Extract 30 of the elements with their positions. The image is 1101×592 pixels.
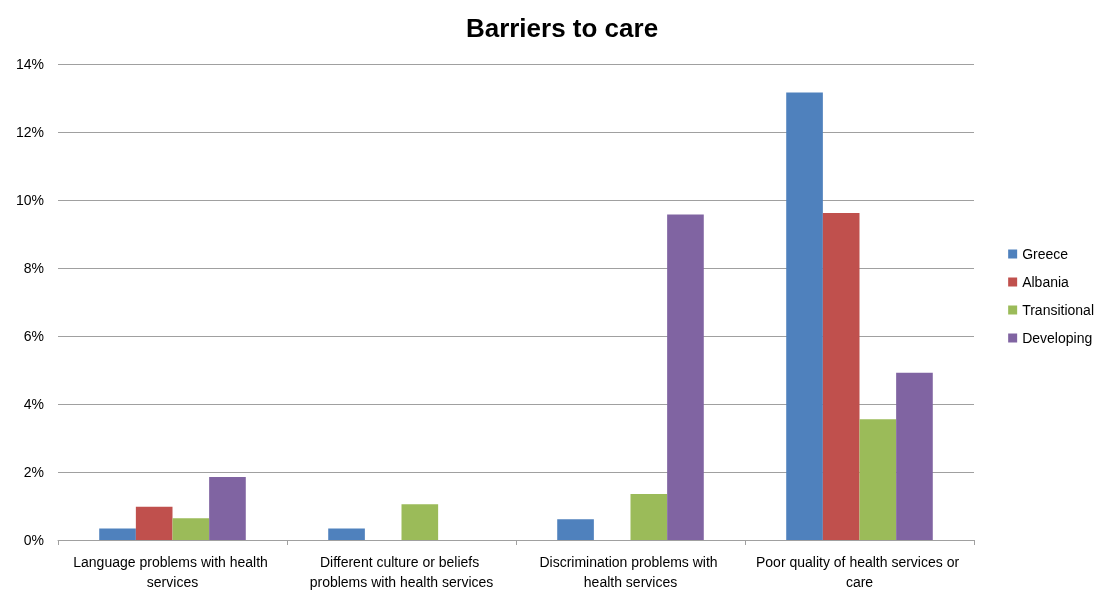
chart-title: Barriers to care — [465, 13, 659, 43]
bar — [822, 212, 860, 540]
legend-label: Albania — [1022, 274, 1070, 290]
bar — [667, 214, 704, 540]
y-tick-label: 6% — [23, 328, 44, 344]
bar — [135, 506, 173, 540]
bar — [172, 518, 210, 540]
x-tick-label: Different culture or beliefs problems with health services — [309, 554, 494, 590]
y-tick-label: 14% — [15, 56, 44, 72]
y-tick-label: 2% — [23, 464, 44, 480]
y-tick-label: 12% — [15, 124, 44, 140]
legend-label: Greece — [1022, 246, 1069, 262]
bar — [328, 528, 365, 540]
bar — [557, 519, 594, 540]
y-tick-label: 10% — [15, 192, 44, 208]
bar — [99, 528, 136, 540]
y-tick-label: 0% — [23, 532, 44, 548]
x-tick-label: Discrimination problems with health services — [539, 554, 722, 590]
y-tick-label: 8% — [23, 260, 44, 276]
bar — [401, 504, 439, 540]
y-tick-label: 4% — [23, 396, 44, 412]
x-tick-label: Language problems with health services — [73, 554, 272, 590]
bar — [630, 494, 668, 540]
bar — [859, 419, 897, 540]
x-tick-label: Poor quality of health services or care — [756, 554, 963, 590]
bar — [786, 92, 823, 540]
legend-label: Transitional — [1022, 302, 1095, 318]
legend-label: Developing — [1022, 330, 1093, 346]
bar — [896, 372, 933, 540]
bar — [209, 477, 246, 540]
